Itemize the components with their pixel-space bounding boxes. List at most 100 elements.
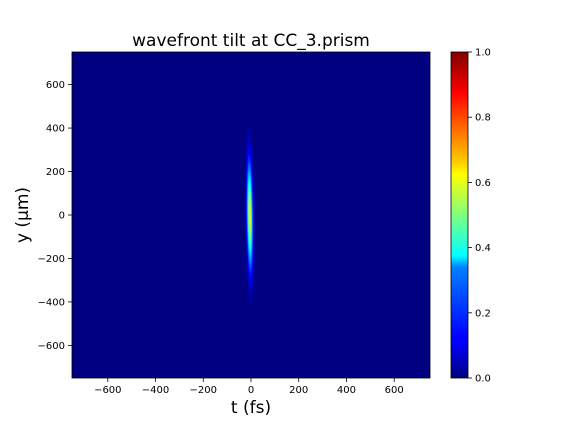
heatmap-cell (250, 228, 252, 232)
heatmap-cell (245, 215, 247, 218)
heatmap-cell (246, 173, 248, 176)
heatmap-cell (252, 284, 254, 288)
heatmap-cell (251, 163, 253, 167)
heatmap-cell (247, 208, 249, 211)
heatmap-cell (249, 203, 251, 206)
heatmap-cell (253, 235, 255, 239)
heatmap-cell (251, 282, 252, 286)
heatmap-cell (249, 289, 251, 293)
heatmap-cell (248, 203, 249, 206)
heatmap-cell (252, 282, 254, 286)
heatmap-cell (248, 221, 250, 225)
heatmap-cell (253, 231, 255, 234)
heatmap-cell (248, 245, 250, 248)
heatmap-cell (249, 221, 251, 225)
heatmap-cell (253, 226, 255, 230)
heatmap-cell (250, 219, 251, 223)
heatmap-cell (247, 187, 249, 190)
heatmap-cell (246, 184, 248, 188)
heatmap-cell (248, 226, 249, 230)
heatmap-cell (254, 238, 255, 241)
heatmap-cell (247, 277, 249, 281)
heatmap-cell (252, 219, 254, 223)
heatmap-cell (245, 233, 247, 237)
heatmap-cell (248, 166, 249, 169)
heatmap-cell (251, 298, 253, 302)
heatmap-cell (252, 189, 254, 193)
heatmap-cell (248, 215, 250, 218)
heatmap-cell (248, 187, 250, 190)
heatmap-cell (251, 247, 253, 251)
heatmap-cell (254, 196, 255, 199)
heatmap-cell (245, 168, 247, 172)
heatmap-cell (251, 205, 253, 209)
heatmap-cell (250, 208, 252, 211)
heatmap-cell (244, 173, 246, 176)
heatmap-cell (247, 256, 248, 260)
heatmap-cell (251, 261, 253, 265)
heatmap-cell (251, 170, 253, 174)
heatmap-cell (253, 198, 255, 202)
heatmap-cell (252, 282, 254, 286)
heatmap-cell (253, 242, 255, 246)
heatmap-cell (253, 210, 255, 213)
heatmap-cell (248, 263, 250, 267)
heatmap-cell (249, 159, 251, 162)
heatmap-cell (246, 175, 248, 179)
heatmap-cell (249, 266, 251, 269)
heatmap-cell (244, 203, 246, 206)
heatmap-cell (253, 212, 255, 216)
heatmap-cell (248, 210, 249, 213)
heatmap-cell (251, 287, 253, 290)
heatmap-cell (246, 231, 248, 234)
heatmap-cell (247, 201, 248, 204)
heatmap-cell (249, 280, 251, 283)
heatmap-cell (251, 238, 253, 241)
heatmap-cell (246, 152, 248, 155)
heatmap-cell (247, 149, 248, 153)
heatmap-cell (247, 196, 249, 199)
heatmap-cell (248, 149, 250, 153)
heatmap-cell (250, 173, 252, 176)
heatmap-cell (245, 245, 247, 248)
heatmap-cell (254, 240, 255, 244)
heatmap-cell (246, 259, 248, 262)
heatmap-cell (247, 189, 249, 193)
heatmap-cell (245, 208, 247, 211)
heatmap-cell (248, 147, 250, 151)
heatmap-cell (249, 284, 251, 288)
heatmap-cell (250, 245, 252, 248)
heatmap-cell (249, 166, 251, 169)
heatmap-cell (248, 208, 250, 211)
heatmap-cell (249, 128, 251, 132)
heatmap-cell (248, 221, 249, 225)
heatmap-cell (250, 170, 252, 174)
heatmap-cell (251, 249, 253, 253)
heatmap-cell (248, 145, 250, 148)
heatmap-cell (246, 226, 248, 230)
heatmap-cell (247, 187, 248, 190)
heatmap-cell (251, 219, 253, 223)
heatmap-cell (248, 124, 250, 127)
heatmap-cell (251, 277, 253, 281)
heatmap-cell (250, 268, 251, 272)
heatmap-cell (252, 277, 254, 281)
heatmap-cell (253, 191, 255, 195)
heatmap-cell (247, 247, 248, 251)
heatmap-cell (248, 287, 250, 290)
heatmap-cell (246, 224, 248, 227)
heatmap-cell (248, 252, 249, 255)
heatmap-cell (251, 282, 253, 286)
heatmap-cell (245, 205, 247, 209)
heatmap-cell (250, 138, 252, 141)
heatmap-cell (245, 203, 247, 206)
heatmap-cell (253, 249, 255, 253)
heatmap-cell (245, 152, 247, 155)
heatmap-cell (246, 140, 248, 144)
heatmap-cell (244, 170, 246, 174)
heatmap-cell (253, 168, 255, 172)
heatmap-cell (247, 228, 248, 232)
heatmap-cell (253, 221, 255, 225)
heatmap-cell (251, 161, 252, 165)
heatmap-cell (246, 131, 248, 134)
